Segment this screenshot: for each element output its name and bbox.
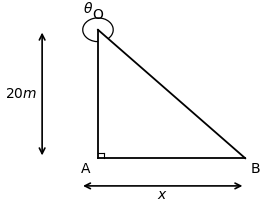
Text: $\mathregular{20}$$\mathit{m}$: $\mathregular{20}$$\mathit{m}$ <box>5 87 37 101</box>
Text: A: A <box>81 162 90 176</box>
Text: B: B <box>250 162 260 176</box>
Text: θ: θ <box>84 2 92 16</box>
Text: O: O <box>92 8 103 22</box>
Text: $\mathit{x}$: $\mathit{x}$ <box>157 188 168 202</box>
